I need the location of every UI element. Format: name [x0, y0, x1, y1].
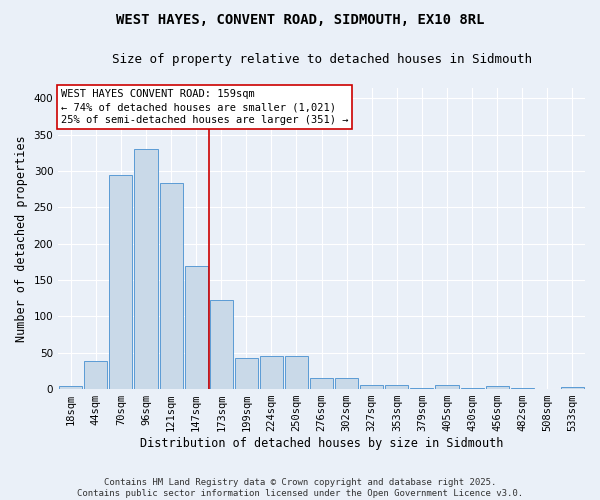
- Bar: [461, 388, 484, 389]
- Bar: [285, 356, 308, 389]
- Bar: [360, 386, 383, 389]
- Text: Contains HM Land Registry data © Crown copyright and database right 2025.
Contai: Contains HM Land Registry data © Crown c…: [77, 478, 523, 498]
- Text: WEST HAYES, CONVENT ROAD, SIDMOUTH, EX10 8RL: WEST HAYES, CONVENT ROAD, SIDMOUTH, EX10…: [116, 12, 484, 26]
- Text: WEST HAYES CONVENT ROAD: 159sqm
← 74% of detached houses are smaller (1,021)
25%: WEST HAYES CONVENT ROAD: 159sqm ← 74% of…: [61, 89, 349, 126]
- Bar: [385, 384, 409, 389]
- Bar: [561, 387, 584, 389]
- Bar: [436, 384, 458, 389]
- Bar: [485, 386, 509, 389]
- Bar: [160, 184, 182, 389]
- Y-axis label: Number of detached properties: Number of detached properties: [15, 135, 28, 342]
- Bar: [59, 386, 82, 389]
- Bar: [109, 174, 133, 389]
- Bar: [134, 150, 158, 389]
- Bar: [185, 266, 208, 389]
- Bar: [84, 360, 107, 389]
- Title: Size of property relative to detached houses in Sidmouth: Size of property relative to detached ho…: [112, 52, 532, 66]
- X-axis label: Distribution of detached houses by size in Sidmouth: Distribution of detached houses by size …: [140, 437, 503, 450]
- Bar: [260, 356, 283, 389]
- Bar: [410, 388, 433, 389]
- Bar: [209, 300, 233, 389]
- Bar: [235, 358, 258, 389]
- Bar: [335, 378, 358, 389]
- Bar: [511, 388, 534, 389]
- Bar: [310, 378, 333, 389]
